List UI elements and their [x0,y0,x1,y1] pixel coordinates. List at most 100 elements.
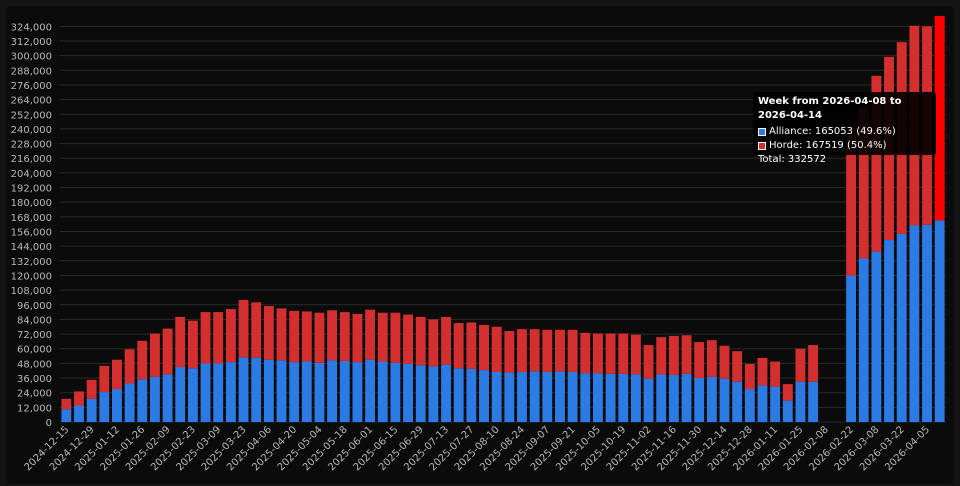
horde-bar [580,332,591,374]
alliance-bar [909,225,920,422]
alliance-bar [187,368,198,422]
alliance-bar [289,362,300,422]
horde-bar [555,329,565,372]
alliance-bar [74,405,84,422]
alliance-bar [694,378,705,422]
horde-bar [112,359,122,390]
horde-bar [706,340,717,377]
horde-bar [99,365,110,393]
horde-bar [567,329,578,372]
alliance-bar [61,409,72,422]
alliance-bar [403,363,414,422]
horde-bar [225,309,236,363]
y-tick-label: 24,000 [17,389,52,400]
alliance-bar [175,367,186,422]
alliance-bar [390,362,401,422]
horde-bar [187,320,198,369]
y-axis-ticks: 0 12,000 24,000 36,000 48,000 60,000 72,000 84,… [11,22,52,429]
horde-bar [441,316,451,365]
tooltip-horde-row: Horde: 167519 (50.4%) [758,139,931,153]
horde-bar [542,329,553,372]
alliance-bar [149,376,160,422]
tooltip-title: Week from 2026-04-08 to 2026-04-14 [758,96,902,121]
horde-bar [656,337,667,375]
horde-bar [643,345,654,379]
horde-bar [137,340,148,380]
horde-bar [124,349,135,384]
horde-bar [770,361,781,387]
alliance-bar [732,381,743,422]
horde-bar [732,351,743,382]
horde-bar [175,316,186,368]
alliance-bar [466,368,477,422]
horde-bar [529,329,540,372]
tooltip: Week from 2026-04-08 to 2026-04-14 Allia… [753,92,936,165]
horde-bar [327,310,338,361]
alliance-bar [706,376,717,422]
y-tick-label: 60,000 [17,345,52,356]
y-tick-label: 312,000 [11,37,52,48]
alliance-bar [744,389,755,422]
y-tick-label: 132,000 [11,257,52,268]
y-tick-label: 36,000 [17,374,52,385]
alliance-bar [479,370,489,422]
horde-bar [339,312,350,361]
tooltip-horde-text: Horde: 167519 (50.4%) [769,140,887,151]
horde-bar [377,312,388,362]
alliance-bar [871,251,882,422]
horde-bar [61,398,72,410]
alliance-bar [86,398,97,422]
y-tick-label: 228,000 [11,140,52,151]
horde-bar [352,313,363,363]
y-tick-label: 156,000 [11,227,52,238]
alliance-bar [99,392,110,422]
y-tick-label: 84,000 [17,315,52,326]
alliance-bar [441,364,451,422]
alliance-bar [884,240,894,422]
horde-bar [251,302,262,358]
alliance-bar [618,373,629,422]
alliance-bar [934,220,945,422]
y-tick-label: 216,000 [11,154,52,165]
horde-bar [390,312,401,363]
alliance-bar [200,363,211,422]
y-tick-label: 240,000 [11,125,52,136]
horde-bar [719,345,730,379]
horde-bar [314,312,325,363]
horde-bar [403,314,414,364]
alliance-bar [656,374,667,422]
horde-bar [871,75,882,252]
alliance-bar [491,371,502,422]
alliance-bar [681,373,692,422]
alliance-bar [719,378,730,422]
alliance-bar [428,366,439,422]
alliance-bar [643,378,654,422]
alliance-bar [225,362,236,422]
horde-bar [605,333,616,374]
tooltip-total-text: Total: 332572 [758,154,827,165]
alliance-bar [757,385,768,422]
horde-bar [618,333,629,374]
horde-bar [517,329,527,372]
alliance-bar [567,371,578,422]
horde-bar [757,357,768,386]
horde-bar [808,345,819,382]
y-tick-label: 120,000 [11,271,52,282]
alliance-bar [896,233,907,422]
horde-bar [74,391,84,406]
horde-bar [668,335,679,375]
y-tick-label: 12,000 [17,403,52,414]
horde-bar [491,326,502,372]
alliance-bar [592,373,603,422]
alliance-bar [795,381,806,422]
alliance-bar [782,400,793,422]
horde-bar [200,312,211,364]
horde-bar [681,335,692,374]
y-tick-label: 0 [46,418,52,429]
horde-bar [630,334,641,375]
x-axis-ticks: 2024-12-152024-12-292025-01-122025-01-26… [23,424,933,473]
horde-bar [149,333,160,377]
y-tick-label: 168,000 [11,213,52,224]
horde-bar [504,331,515,373]
y-tick-label: 144,000 [11,242,52,253]
